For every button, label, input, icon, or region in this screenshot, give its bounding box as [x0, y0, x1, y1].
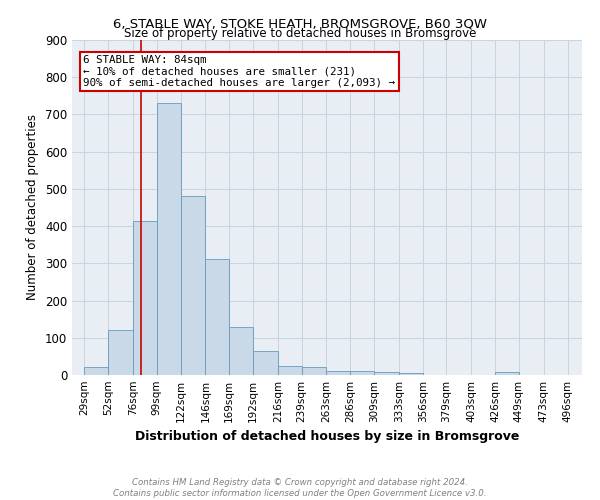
- Bar: [108, 330, 133, 375]
- X-axis label: Distribution of detached houses by size in Bromsgrove: Distribution of detached houses by size …: [135, 430, 519, 444]
- Text: Contains HM Land Registry data © Crown copyright and database right 2024.
Contai: Contains HM Land Registry data © Crown c…: [113, 478, 487, 498]
- Bar: [326, 370, 350, 375]
- Bar: [374, 372, 399, 375]
- Bar: [302, 367, 326, 375]
- Text: Size of property relative to detached houses in Bromsgrove: Size of property relative to detached ho…: [124, 28, 476, 40]
- Bar: [133, 220, 157, 375]
- Bar: [205, 259, 229, 375]
- Bar: [229, 326, 253, 375]
- Text: 6 STABLE WAY: 84sqm
← 10% of detached houses are smaller (231)
90% of semi-detac: 6 STABLE WAY: 84sqm ← 10% of detached ho…: [83, 55, 395, 88]
- Bar: [253, 351, 278, 375]
- Bar: [157, 104, 181, 375]
- Bar: [181, 196, 205, 375]
- Bar: [350, 372, 374, 375]
- Bar: [278, 366, 302, 375]
- Y-axis label: Number of detached properties: Number of detached properties: [26, 114, 40, 300]
- Bar: [399, 373, 422, 375]
- Text: 6, STABLE WAY, STOKE HEATH, BROMSGROVE, B60 3QW: 6, STABLE WAY, STOKE HEATH, BROMSGROVE, …: [113, 18, 487, 30]
- Bar: [85, 367, 108, 375]
- Bar: [495, 372, 519, 375]
